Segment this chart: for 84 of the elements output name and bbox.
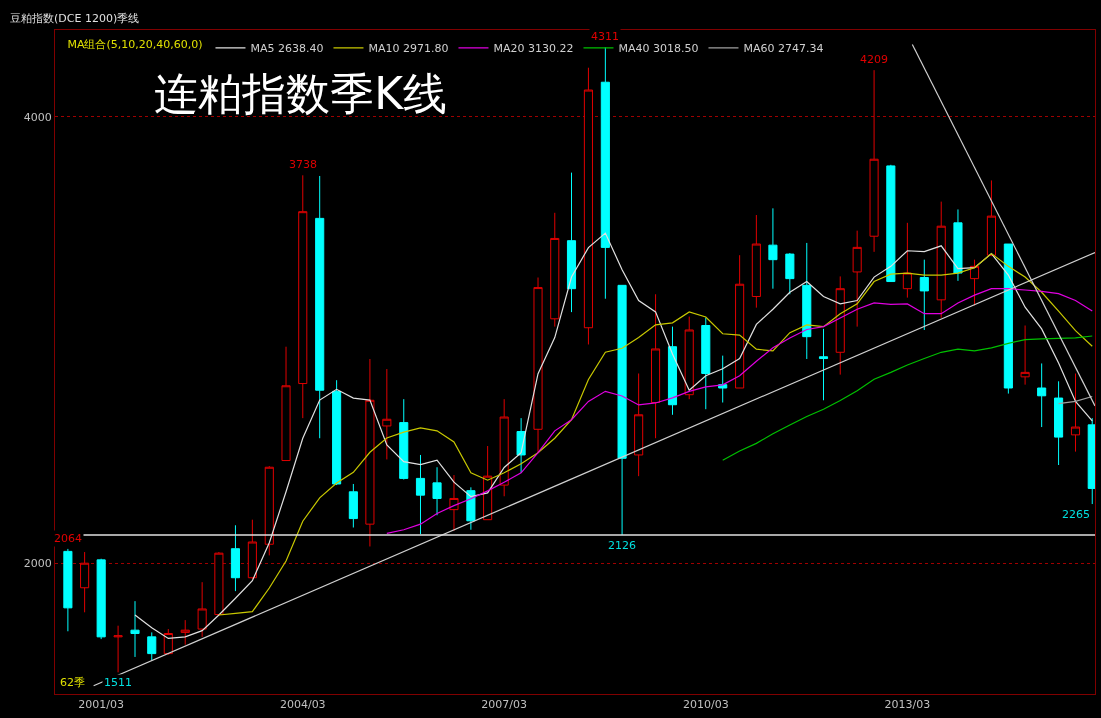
candlestick: [63, 548, 73, 632]
annotation: 62季: [60, 676, 85, 689]
candlestick: [751, 214, 761, 309]
candlestick: [1054, 380, 1064, 466]
candlestick: [818, 328, 829, 401]
candlestick: [835, 275, 845, 376]
y-tick-label: 2000: [23, 557, 52, 571]
x-tick-label: 2004/03: [279, 698, 326, 712]
candlestick: [936, 201, 946, 319]
candlestick: [550, 212, 560, 328]
candlestick: [365, 358, 375, 547]
annotation: 3738: [289, 158, 317, 171]
candlestick: [718, 355, 728, 404]
x-tick-label: 2010/03: [682, 698, 729, 712]
candlestick: [449, 474, 459, 532]
candlestick: [332, 379, 342, 486]
chart-subtitle: 豆粕指数(DCE 1200)季线: [10, 12, 140, 25]
candlestick: [298, 174, 308, 419]
annotation: 1511: [104, 676, 132, 689]
candlestick: [264, 465, 274, 556]
candlestick: [785, 252, 795, 295]
line-series: [386, 288, 1093, 534]
candlestick: [1087, 417, 1095, 505]
candlestick: [113, 625, 123, 673]
annotation: 2064: [54, 532, 82, 545]
legend-label: MA20 3130.22: [493, 42, 574, 56]
candlestick: [348, 483, 358, 528]
candlestick: [902, 222, 912, 299]
candlestick: [634, 372, 644, 477]
x-tick-label: 2007/03: [481, 698, 528, 712]
annotation: 2126: [608, 539, 636, 552]
candlestick: [1037, 362, 1047, 428]
candlestick: [80, 551, 90, 613]
legend-label: MA5 2638.40: [250, 42, 324, 56]
candlestick: [214, 551, 224, 617]
candlestick: [583, 67, 593, 345]
annotation: 4311: [591, 30, 619, 43]
legend-label: MA60 2747.34: [743, 42, 824, 56]
candlestick: [130, 600, 140, 658]
line-series: [218, 253, 1093, 616]
legend-label: MA10 2971.80: [368, 42, 449, 56]
candlestick: [617, 284, 627, 536]
candlestick: [969, 259, 980, 306]
candlestick: [701, 317, 711, 410]
candlestick: [735, 254, 745, 389]
candlestick: [197, 581, 207, 638]
candlestick: [96, 558, 106, 640]
candlestick: [768, 207, 778, 290]
candlestick: [230, 524, 240, 592]
candlestick: [566, 172, 577, 313]
legend-label: MA40 3018.50: [618, 42, 699, 56]
candlestick: [533, 277, 543, 454]
candlestick: [399, 398, 409, 481]
x-tick-label: 2001/03: [78, 698, 125, 712]
candlestick: [600, 46, 610, 300]
candlestick: [852, 230, 862, 328]
candlestick: [432, 466, 442, 516]
candlestick: [886, 164, 896, 283]
x-tick-label: 2013/03: [884, 698, 931, 712]
candlestick: [986, 179, 996, 257]
candlestick: [1003, 243, 1013, 395]
annotation: 2265: [1062, 508, 1090, 521]
candlestick: [651, 293, 661, 439]
candlestick: [247, 519, 257, 580]
candlestick: [382, 368, 392, 460]
annotation: 4209: [860, 53, 888, 66]
candlestick: [953, 208, 963, 282]
y-tick-label: 4000: [23, 110, 52, 124]
candlestick: [1020, 325, 1030, 386]
candlestick: [281, 346, 291, 462]
candlestick: [667, 326, 678, 416]
candlestick: [180, 619, 190, 646]
legend-title: MA组合(5,10,20,40,60,0): [67, 37, 203, 51]
line-series: [722, 335, 1093, 461]
candlestick: [315, 175, 325, 439]
text: 连粕指数季K线: [154, 67, 447, 119]
candlestick: [869, 69, 879, 253]
candlestick: [415, 454, 426, 535]
candlestick: [147, 631, 157, 661]
candlestick: [802, 242, 812, 360]
candlestick: [684, 316, 694, 400]
candlestick: [499, 398, 509, 497]
candlestick: [1070, 372, 1081, 453]
candlestick: [919, 259, 929, 331]
